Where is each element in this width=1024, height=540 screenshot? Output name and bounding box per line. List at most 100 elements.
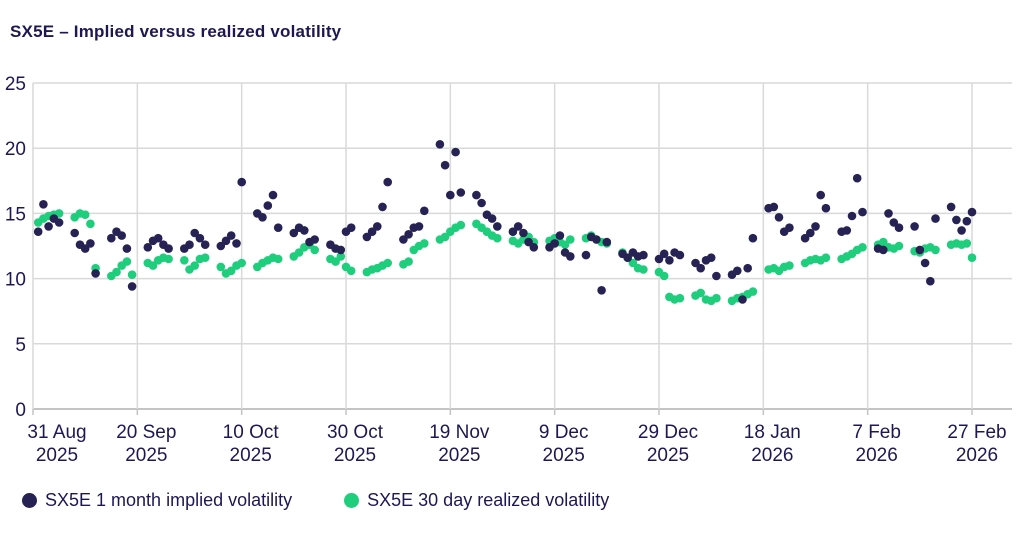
svg-text:9 Dec: 9 Dec bbox=[539, 422, 589, 443]
svg-text:2025: 2025 bbox=[125, 445, 167, 466]
implied-series-dot-icon bbox=[22, 493, 37, 508]
data-point bbox=[785, 261, 794, 270]
data-point bbox=[811, 222, 820, 231]
y-axis-labels: 0 5 10 15 20 25 bbox=[5, 74, 26, 421]
svg-text:2025: 2025 bbox=[543, 445, 585, 466]
data-point bbox=[404, 257, 413, 266]
data-point bbox=[346, 266, 356, 276]
data-point bbox=[508, 227, 518, 236]
data-point bbox=[232, 239, 241, 248]
data-point bbox=[665, 256, 674, 265]
data-point bbox=[493, 233, 502, 243]
data-point bbox=[190, 228, 199, 238]
svg-text:25: 25 bbox=[5, 74, 26, 95]
data-point bbox=[743, 263, 752, 273]
chart-title: SX5E – Implied versus realized volatilit… bbox=[10, 22, 342, 41]
legend-label-implied: SX5E 1 month implied volatility bbox=[45, 490, 293, 510]
data-point bbox=[226, 231, 236, 240]
svg-text:20: 20 bbox=[5, 139, 26, 160]
data-point bbox=[273, 254, 283, 264]
data-point bbox=[185, 240, 194, 249]
data-point bbox=[435, 140, 445, 149]
data-point bbox=[472, 190, 481, 200]
data-point bbox=[712, 271, 721, 281]
data-point bbox=[373, 222, 382, 231]
data-point bbox=[560, 240, 570, 249]
data-point bbox=[127, 282, 137, 291]
data-point bbox=[300, 226, 309, 235]
data-point bbox=[420, 206, 429, 216]
data-point bbox=[628, 258, 638, 268]
svg-text:2025: 2025 bbox=[36, 445, 78, 466]
data-point bbox=[967, 207, 977, 217]
data-point bbox=[738, 295, 747, 304]
data-point bbox=[54, 218, 64, 227]
data-point bbox=[597, 286, 606, 295]
data-point bbox=[816, 190, 825, 200]
realized-series-dot-icon bbox=[344, 493, 360, 508]
svg-text:10 Oct: 10 Oct bbox=[223, 422, 280, 443]
data-point bbox=[967, 253, 977, 262]
legend-label-realized: SX5E 30 day realized volatility bbox=[367, 490, 610, 510]
data-point bbox=[910, 222, 919, 231]
data-point bbox=[696, 288, 705, 298]
data-point bbox=[879, 245, 888, 255]
legend-item-realized: SX5E 30 day realized volatility bbox=[344, 490, 609, 511]
data-point bbox=[785, 223, 794, 232]
data-point bbox=[39, 200, 48, 209]
svg-text:30 Oct: 30 Oct bbox=[327, 422, 384, 443]
data-point bbox=[226, 266, 236, 276]
svg-text:19 Nov: 19 Nov bbox=[429, 422, 490, 443]
data-point bbox=[962, 216, 972, 226]
data-point bbox=[420, 239, 429, 248]
svg-text:15: 15 bbox=[5, 204, 26, 225]
data-point bbox=[879, 237, 888, 247]
data-point bbox=[456, 188, 466, 197]
data-point bbox=[404, 230, 413, 239]
svg-text:2026: 2026 bbox=[856, 445, 898, 466]
data-point bbox=[237, 177, 246, 187]
data-point bbox=[952, 215, 961, 225]
data-point bbox=[268, 190, 278, 200]
grid-vertical bbox=[32, 83, 973, 415]
data-point bbox=[774, 213, 784, 222]
data-point bbox=[414, 222, 424, 231]
data-point bbox=[127, 270, 137, 279]
data-point bbox=[190, 261, 199, 270]
data-point bbox=[477, 198, 486, 208]
data-point bbox=[331, 257, 340, 266]
svg-text:2025: 2025 bbox=[647, 445, 689, 466]
svg-text:20 Sep: 20 Sep bbox=[116, 422, 176, 443]
svg-text:7 Feb: 7 Feb bbox=[852, 422, 901, 443]
data-point bbox=[894, 241, 904, 251]
data-point bbox=[852, 173, 862, 183]
data-point bbox=[180, 256, 189, 265]
data-point bbox=[258, 213, 267, 222]
data-point bbox=[346, 223, 356, 232]
data-point bbox=[566, 235, 575, 244]
svg-text:5: 5 bbox=[15, 335, 26, 356]
data-point bbox=[675, 293, 685, 303]
chart-legend: SX5E 1 month implied volatility SX5E 30 … bbox=[22, 490, 661, 511]
data-point bbox=[86, 219, 95, 229]
data-point bbox=[289, 228, 299, 238]
data-point bbox=[639, 250, 648, 260]
data-point bbox=[639, 265, 648, 274]
data-point bbox=[451, 147, 460, 157]
data-point bbox=[659, 249, 669, 259]
data-point bbox=[957, 226, 966, 235]
data-point bbox=[659, 271, 669, 281]
data-point bbox=[122, 244, 132, 253]
data-point bbox=[446, 190, 455, 200]
series-realized-points bbox=[33, 209, 977, 306]
data-point bbox=[237, 258, 246, 268]
data-point bbox=[675, 250, 685, 260]
svg-text:18 Jan: 18 Jan bbox=[744, 422, 801, 443]
data-point bbox=[336, 252, 346, 261]
svg-text:2025: 2025 bbox=[334, 445, 376, 466]
data-point bbox=[440, 160, 450, 170]
data-point bbox=[920, 258, 930, 268]
svg-text:0: 0 bbox=[15, 400, 26, 421]
